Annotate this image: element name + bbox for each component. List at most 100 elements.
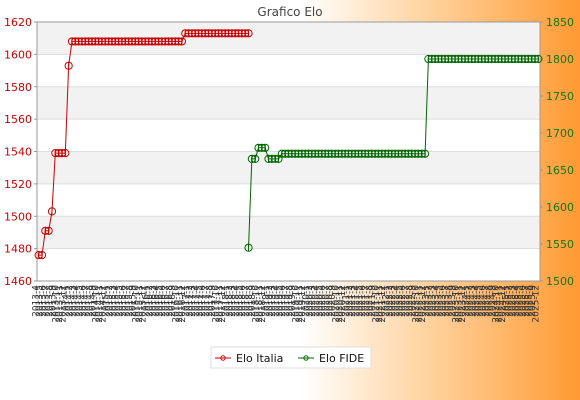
x-tick-label: 2023-4 — [431, 285, 441, 317]
x-tick-label: 2017-8 — [205, 285, 215, 317]
x-tick-label: 2018-6 — [238, 285, 248, 317]
x-tick-label: 2013-5 — [35, 285, 45, 317]
x-tick-label: 2014-8 — [85, 285, 95, 317]
x-tick-label: 2016-8 — [165, 285, 175, 317]
x-tick-label: 2019-8 — [285, 285, 295, 317]
x-tick-label: 2023-7 — [441, 285, 451, 317]
x-tick-label: 2013-4 — [32, 285, 42, 317]
x-tick-label: 2022-6 — [398, 285, 408, 317]
x-tick-label: 2013-10 — [52, 285, 62, 323]
x-tick-label: 2023-10 — [451, 285, 461, 323]
x-tick-label: 2014-1 — [62, 285, 72, 317]
x-tick-label: 2014-2 — [65, 285, 75, 317]
x-tick-label: 2025-9 — [528, 285, 538, 317]
x-tick-label: 2013-9 — [48, 285, 58, 317]
x-tick-label: 2021-7 — [361, 285, 371, 317]
x-tick-label: 2017-7 — [202, 285, 212, 317]
y-right-tick-label: 1600 — [546, 201, 574, 214]
x-tick-label: 2018-2 — [225, 285, 235, 317]
x-tick-label: 2019-5 — [275, 285, 285, 317]
x-tick-label: 2018-5 — [235, 285, 245, 317]
x-tick-label: 2018-3 — [228, 285, 238, 317]
chart-title: Grafico Elo — [257, 5, 322, 19]
x-tick-label: 2014-7 — [82, 285, 92, 317]
y-right-tick-label: 1850 — [546, 16, 574, 29]
x-tick-label: 2021-1 — [341, 285, 351, 317]
grid-band — [37, 86, 540, 120]
y-right-tick-label: 1550 — [546, 238, 574, 251]
x-tick-label: 2019-1 — [262, 285, 272, 317]
grid-band — [37, 216, 540, 249]
x-tick-label: 2023-2 — [425, 285, 435, 317]
x-tick-label: 2019-10 — [291, 285, 301, 323]
x-tick-label: 2022-12 — [418, 285, 428, 323]
x-tick-label: 2024-8 — [485, 285, 495, 317]
x-tick-label: 2020-8 — [325, 285, 335, 317]
x-tick-label: 2024-3 — [468, 285, 478, 317]
x-tick-label: 2023-8 — [445, 285, 455, 317]
x-tick-label: 2014-12 — [98, 285, 108, 323]
x-tick-label: 2015-7 — [122, 285, 132, 317]
x-tick-label: 2017-5 — [195, 285, 205, 317]
x-tick-label: 2022-10 — [411, 285, 421, 323]
x-tick-label: 2013-7 — [42, 285, 52, 317]
x-tick-label: 2024-4 — [471, 285, 481, 317]
x-tick-label: 2023-9 — [448, 285, 458, 317]
x-tick-label: 2016-12 — [178, 285, 188, 323]
x-tick-label: 2016-5 — [155, 285, 165, 317]
x-tick-label: 2022-4 — [391, 285, 401, 317]
x-tick-label: 2018-12 — [258, 285, 268, 323]
x-tick-label: 2017-4 — [192, 285, 202, 317]
x-tick-label: 2018-9 — [248, 285, 258, 317]
x-tick-label: 2018-8 — [245, 285, 255, 317]
x-tick-label: 2016-10 — [172, 285, 182, 323]
x-tick-label: 2020-11 — [335, 285, 345, 323]
x-tick-label: 2024-9 — [488, 285, 498, 317]
x-tick-label: 2025-5 — [515, 285, 525, 317]
x-tick-label: 2024-5 — [475, 285, 485, 317]
x-tick-label: 2018-11 — [255, 285, 265, 323]
x-tick-label: 2025-2 — [505, 285, 515, 317]
x-tick-label: 2025-4 — [511, 285, 521, 317]
x-tick-label: 2021-6 — [358, 285, 368, 317]
x-tick-label: 2013-11 — [55, 285, 65, 323]
y-left-tick-label: 1480 — [4, 243, 32, 256]
x-tick-label: 2016-6 — [158, 285, 168, 317]
x-tick-label: 2022-9 — [408, 285, 418, 317]
y-left-tick-label: 1620 — [4, 16, 32, 29]
x-tick-label: 2024-1 — [461, 285, 471, 317]
x-tick-label: 2021-12 — [378, 285, 388, 323]
x-tick-label: 2020-2 — [305, 285, 315, 317]
series-line — [38, 32, 249, 256]
x-tick-label: 2021-10 — [371, 285, 381, 323]
x-tick-label: 2018-7 — [242, 285, 252, 317]
x-tick-label: 2015-12 — [138, 285, 148, 323]
x-tick-label: 2015-3 — [108, 285, 118, 317]
y-left-tick-label: 1500 — [4, 210, 32, 223]
x-tick-label: 2025-7 — [521, 285, 531, 317]
x-tick-label: 2023-6 — [438, 285, 448, 317]
x-tick-label: 2016-2 — [145, 285, 155, 317]
x-tick-label: 2020-4 — [311, 285, 321, 317]
x-tick-label: 2024-7 — [481, 285, 491, 317]
x-tick-label: 2020-9 — [328, 285, 338, 317]
x-tick-label: 2023-11 — [455, 285, 465, 323]
x-tick-label: 2018-4 — [232, 285, 242, 317]
y-left-tick-label: 1580 — [4, 81, 32, 94]
x-tick-label: 2021-8 — [365, 285, 375, 317]
x-tick-label: 2017-10 — [212, 285, 222, 323]
x-tick-label: 2025-12 — [531, 285, 541, 323]
y-left-tick-label: 1540 — [4, 146, 32, 159]
legend-elo-fide-marker — [303, 355, 309, 361]
y-right-tick-label: 1650 — [546, 164, 574, 177]
x-tick-label: 2019-3 — [268, 285, 278, 317]
legend-elo-italia-marker — [220, 355, 226, 361]
x-tick-label: 2021-4 — [351, 285, 361, 317]
x-tick-label: 2014-9 — [88, 285, 98, 317]
x-tick-label: 2017-11 — [215, 285, 225, 323]
y-right-tick-label: 1750 — [546, 90, 574, 103]
x-tick-label: 2019-11 — [295, 285, 305, 323]
y-right-tick-label: 1500 — [546, 275, 574, 288]
